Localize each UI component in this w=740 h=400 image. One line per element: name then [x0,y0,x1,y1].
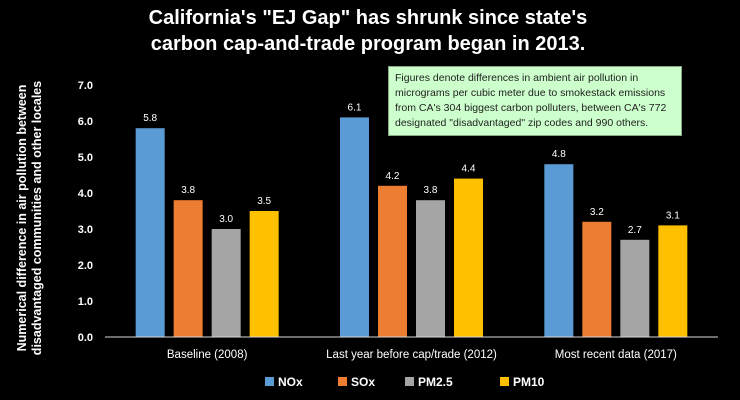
category-labels: Baseline (2008) Last year before cap/trad… [167,349,677,361]
legend: NOx SOx PM2.5 PM10 [265,375,545,389]
data-label: 3.1 [666,210,680,221]
legend-swatch-nox [265,377,274,386]
legend-label: PM2.5 [418,375,453,389]
annotation-line-2: micrograms per cubic meter due to smokes… [395,87,666,99]
legend-swatch-sox [338,377,347,386]
data-labels: 5.8 6.1 4.8 3.8 4.2 3.2 3.0 3.8 2.7 3.5 4.4 3.1 [143,102,680,235]
data-label: 3.2 [590,207,604,218]
chart-title-line-1: California's "EJ Gap" has shrunk since s… [149,7,588,29]
annotation-box: Figures denote differences in ambient ai… [388,66,682,136]
y-tick-label: 5.0 [78,152,93,164]
data-label: 2.7 [628,225,642,236]
bar-sox-1 [378,185,407,337]
bar-sox-2 [582,221,612,337]
bar-nox-0 [135,128,165,337]
legend-label: SOx [351,375,375,389]
legend-label: PM10 [513,375,545,389]
bar-pm10-0 [249,211,279,337]
category-label: Baseline (2008) [167,349,248,361]
data-label: 6.1 [348,102,362,113]
category-label: Most recent data (2017) [555,349,677,361]
legend-swatch-pm25 [405,377,414,386]
bar-sox-0 [173,200,203,337]
data-label: 5.8 [143,113,157,124]
y-axis-label-line-2: disadvantaged communities and other loca… [30,81,44,355]
y-tick-label: 4.0 [78,188,93,200]
data-label: 3.8 [424,185,438,196]
bar-nox-1 [340,117,369,338]
annotation-line-4: designated "disadvantaged" zip codes and… [395,117,649,129]
chart-title-line-2: carbon cap-and-trade program began in 20… [151,33,586,55]
data-label: 3.8 [181,185,195,196]
data-label: 3.0 [219,214,233,225]
y-tick-label: 7.0 [78,80,93,92]
bar-pm10-2 [658,225,688,337]
data-label: 4.4 [462,164,476,175]
legend-swatch-pm10 [500,377,509,386]
y-tick-label: 2.0 [78,260,93,272]
bar-nox-2 [544,164,574,337]
bar-pm25-0 [211,229,241,337]
y-axis-ticks: 0.0 1.0 2.0 3.0 4.0 5.0 6.0 7.0 [78,80,93,344]
data-label: 4.8 [552,149,566,160]
y-tick-label: 1.0 [78,296,93,308]
bar-pm25-1 [416,200,445,337]
bar-pm10-1 [454,178,483,337]
annotation-line-1: Figures denote differences in ambient ai… [395,72,639,84]
legend-label: NOx [278,375,303,389]
category-label: Last year before cap/trade (2012) [326,349,497,361]
y-axis-label-line-1: Numerical difference in air pollution be… [15,85,29,352]
annotation-line-3: from CA's 304 biggest carbon polluters, … [395,102,667,114]
y-tick-label: 6.0 [78,116,93,128]
data-label: 3.5 [257,196,271,207]
y-tick-label: 3.0 [78,224,93,236]
bars [135,117,688,338]
y-tick-label: 0.0 [78,332,93,344]
data-label: 4.2 [386,171,400,182]
bar-pm25-2 [620,239,650,337]
